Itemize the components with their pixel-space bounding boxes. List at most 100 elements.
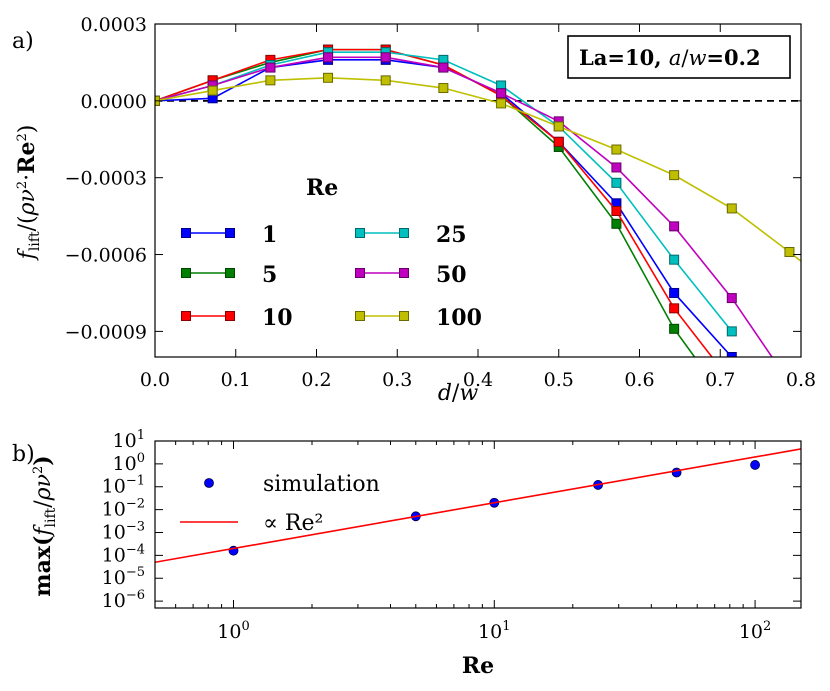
x-tick-label: 0.0	[140, 369, 170, 391]
x-tick-label: 101	[478, 619, 510, 643]
legend-marker	[225, 268, 235, 278]
panel-a-series-layer	[155, 44, 801, 413]
data-point	[265, 75, 276, 86]
data-point	[611, 205, 622, 216]
panel-b-xlabel: Re	[462, 653, 494, 679]
data-point	[380, 75, 391, 86]
y-tick-label: 10−2	[102, 497, 145, 521]
data-point	[438, 62, 449, 73]
data-point	[323, 52, 334, 63]
x-tick-label: 0.8	[786, 369, 816, 391]
data-point	[611, 144, 622, 155]
series-50	[155, 52, 773, 357]
x-tick-label: 0.5	[544, 369, 574, 391]
legend-entry-5: 5	[181, 262, 277, 288]
annotation-text: La=10, a/w=0.2	[579, 45, 761, 70]
y-tick-label: −0.0006	[65, 245, 147, 267]
data-point	[669, 170, 680, 181]
data-point	[207, 85, 218, 96]
legend-label: ∝ Re²	[263, 511, 323, 536]
panel-a-legend: Re 1 5 10 25 50 100	[181, 175, 482, 331]
legend-entry-10: 10	[181, 305, 293, 331]
y-tick-label: 100	[113, 451, 145, 475]
data-point	[611, 162, 622, 173]
data-point	[496, 98, 507, 109]
legend-label: simulation	[263, 472, 380, 497]
series-10	[155, 44, 713, 357]
data-point	[750, 460, 760, 470]
series-line	[155, 48, 713, 357]
panel-a-label: a)	[12, 29, 34, 54]
series-line	[155, 51, 733, 332]
panel-a-xlabel: d/w	[438, 381, 479, 406]
data-point	[669, 254, 680, 265]
legend-entry-1: 1	[181, 222, 277, 248]
legend-marker	[399, 311, 409, 321]
panel-a-plot: 0.0 0.1 0.2 0.3 0.4 0.5 0.6 0.7 0.8 0.0003 0.0000 −…	[65, 14, 817, 413]
legend-marker	[181, 228, 191, 238]
x-tick-label: 0.7	[705, 369, 735, 391]
legend-entry-50: 50	[355, 262, 467, 288]
x-tick-label: 0.3	[382, 369, 412, 391]
data-point	[784, 246, 795, 257]
y-tick-label: 10−3	[102, 519, 145, 543]
legend-entry-25: 25	[355, 222, 467, 248]
annotation-box: La=10, a/w=0.2	[567, 35, 791, 79]
y-tick-label: −0.0003	[65, 168, 147, 190]
fit-line	[155, 448, 801, 564]
x-tick-label: 100	[217, 619, 249, 643]
legend-label: 100	[436, 305, 482, 331]
y-tick-label: 10−4	[102, 542, 145, 566]
data-point	[553, 136, 564, 147]
x-tick-label: 102	[739, 619, 771, 643]
data-point	[671, 467, 682, 478]
data-point	[669, 287, 680, 298]
panel-a-ticks: 0.0 0.1 0.2 0.3 0.4 0.5 0.6 0.7 0.8 0.0003 0.0000 −…	[65, 14, 817, 391]
data-point	[669, 221, 680, 232]
legend-marker	[225, 311, 235, 321]
series-100	[155, 72, 801, 263]
legend-marker	[355, 268, 365, 278]
legend-label: 25	[436, 222, 467, 248]
x-tick-label: 0.6	[624, 369, 654, 391]
legend-label: 50	[436, 262, 467, 288]
x-tick-label: 0.4	[463, 369, 493, 391]
data-point	[438, 83, 449, 94]
data-point	[669, 323, 680, 334]
data-point	[265, 62, 276, 73]
series-line	[155, 56, 773, 357]
legend-label: 10	[262, 305, 293, 331]
data-point	[553, 121, 564, 132]
legend-marker	[355, 311, 365, 321]
panel-b-label: b)	[12, 442, 35, 467]
panel-b: b) 100 101 10210110010−110−210−310−410−510…	[12, 428, 802, 679]
data-point	[726, 326, 737, 337]
series-line	[155, 76, 801, 263]
x-tick-label: 0.1	[221, 369, 251, 391]
panel-b-ylabel: max(flift/ρν2)	[30, 455, 59, 596]
legend-marker	[181, 268, 191, 278]
panel-b-legend: simulation ∝ Re²	[180, 472, 380, 536]
legend-title: Re	[306, 175, 338, 201]
data-point	[726, 293, 737, 304]
y-tick-label: 10−1	[102, 474, 145, 498]
legend-marker	[399, 268, 409, 278]
legend-label: 1	[262, 222, 277, 248]
panel-a: a) 0.0 0.1 0.2 0.3 0.4 0.5 0.6 0.7 0.8 0.0003 0.00…	[12, 14, 817, 413]
y-tick-label: 0.0003	[81, 14, 147, 36]
data-point	[727, 404, 736, 413]
legend-label: 5	[262, 262, 277, 288]
panel-b-frame	[154, 440, 802, 609]
legend-entry-fit: ∝ Re²	[180, 511, 323, 536]
y-tick-label: −0.0009	[65, 321, 147, 343]
legend-marker	[399, 228, 409, 238]
panel-a-ylabel: flift/(ρν2·Re2)	[14, 125, 43, 262]
data-point	[726, 352, 737, 357]
data-point	[669, 303, 680, 314]
legend-entry-simulation: simulation	[204, 472, 380, 497]
data-point	[726, 203, 737, 214]
legend-marker	[204, 478, 214, 488]
